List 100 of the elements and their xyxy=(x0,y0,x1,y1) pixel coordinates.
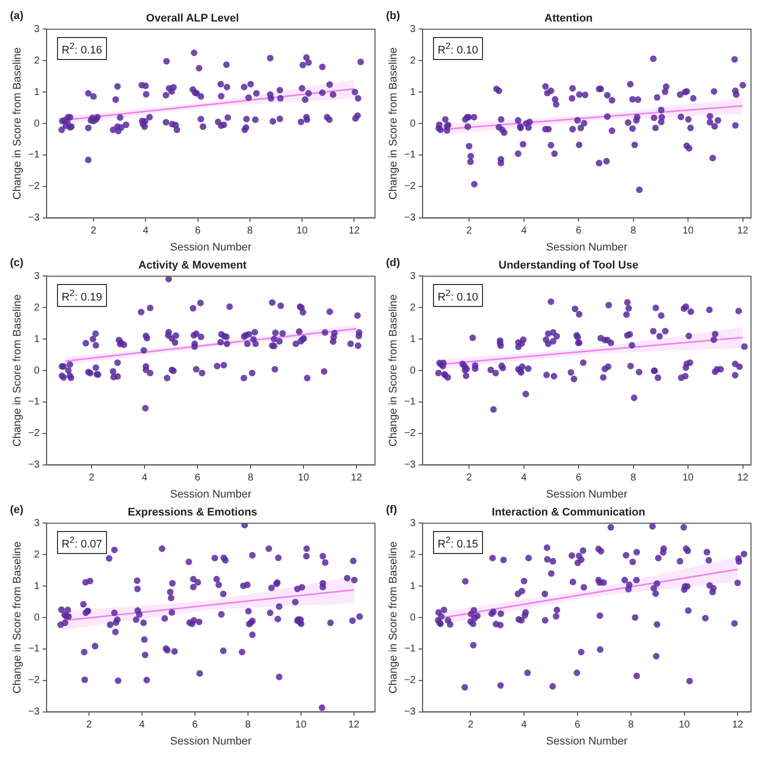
text: (b) xyxy=(386,10,400,23)
y-tick-label: 0 xyxy=(410,118,416,130)
y-tick-label: 2 xyxy=(34,302,40,314)
y-tick-label: −1 xyxy=(404,150,416,161)
y-tick-label: 0 xyxy=(410,365,416,376)
x-axis-title: Session Number xyxy=(170,488,252,500)
x-tick-label: 12 xyxy=(737,226,749,237)
x-tick-label: 8 xyxy=(630,226,637,237)
y-tick-label: 3 xyxy=(34,518,40,529)
y-tick-label: −1 xyxy=(28,150,40,161)
y-tick-label: −2 xyxy=(28,181,40,192)
annotation: R$^{2}$: 0.19 xyxy=(56,284,108,307)
y-tick-label: 2 xyxy=(410,302,416,314)
y-tick-label: 0 xyxy=(410,612,416,624)
x-tick-label: 2 xyxy=(468,720,474,731)
x-tick-label: 10 xyxy=(298,472,310,484)
chart-title: Expressions & Emotions xyxy=(128,506,258,519)
y-tick-label: 0 xyxy=(34,365,40,376)
y-tick-label: −3 xyxy=(28,706,40,718)
y-tick-label: 1 xyxy=(410,580,416,592)
x-axis-title: Session Number xyxy=(546,735,628,748)
y-tick-label: −2 xyxy=(28,675,40,686)
x-axis-title: Session Number xyxy=(170,241,252,254)
x-tick-label: 6 xyxy=(576,472,582,484)
x-tick-label: 10 xyxy=(296,226,308,237)
x-tick-label: 4 xyxy=(139,720,146,731)
x-tick-label: 8 xyxy=(630,472,637,484)
y-tick-label: −2 xyxy=(404,181,416,192)
x-tick-label: 4 xyxy=(521,720,528,731)
text: (d) xyxy=(386,257,400,270)
y-tick-label: 1 xyxy=(410,334,416,345)
y-tick-label: −3 xyxy=(404,706,416,718)
x-tick-label: 2 xyxy=(88,472,95,484)
chart-title: Activity & Movement xyxy=(138,260,247,272)
chart-title: Interaction & Communication xyxy=(492,506,646,519)
x-tick-label: 6 xyxy=(192,720,198,731)
annotation: R$^{2}$: 0.16 xyxy=(56,37,108,60)
x-tick-label: 4 xyxy=(521,226,528,237)
x-tick-label: 2 xyxy=(90,226,97,237)
x-tick-label: 2 xyxy=(86,720,92,731)
x-tick-label: 12 xyxy=(348,720,360,731)
x-tick-label: 8 xyxy=(628,720,634,731)
y-tick-label: 3 xyxy=(34,270,40,282)
y-tick-label: −3 xyxy=(404,212,416,224)
y-tick-label: 2 xyxy=(34,549,40,560)
x-tick-label: 8 xyxy=(247,226,254,237)
y-axis-title: Change in Score from Baseline xyxy=(12,541,24,694)
x-tick-label: 2 xyxy=(466,472,472,484)
x-tick-label: 4 xyxy=(142,472,148,484)
y-tick-label: 3 xyxy=(410,518,416,529)
y-tick-label: 1 xyxy=(34,580,40,592)
annotation: R$^{2}$: 0.10 xyxy=(432,284,484,307)
x-tick-label: 6 xyxy=(576,226,582,237)
text: (c) xyxy=(10,257,24,270)
text: (f) xyxy=(386,504,397,517)
x-tick-label: 12 xyxy=(737,472,749,484)
text: (e) xyxy=(10,504,24,517)
x-tick-label: 8 xyxy=(245,720,252,731)
y-tick-label: 1 xyxy=(410,86,416,98)
x-axis-title: Session Number xyxy=(546,488,628,500)
x-tick-label: 2 xyxy=(466,226,472,237)
text: (a) xyxy=(10,10,24,23)
annotation: R$^{2}$: 0.10 xyxy=(432,37,484,60)
x-tick-label: 6 xyxy=(574,720,581,731)
x-tick-label: 4 xyxy=(142,226,149,237)
chart-title: Overall ALP Level xyxy=(146,12,239,25)
y-tick-label: −1 xyxy=(404,396,416,408)
y-tick-label: −3 xyxy=(28,212,40,224)
y-tick-label: −3 xyxy=(404,460,416,471)
y-axis-title: Change in Score from Baseline xyxy=(388,541,400,694)
y-tick-label: 0 xyxy=(34,612,40,624)
chart-title: Understanding of Tool Use xyxy=(498,260,638,272)
x-tick-label: 10 xyxy=(682,226,694,237)
x-tick-label: 8 xyxy=(248,472,254,484)
y-tick-label: −3 xyxy=(28,460,40,471)
x-tick-label: 12 xyxy=(350,472,362,484)
y-tick-label: −2 xyxy=(28,428,40,440)
y-tick-label: 2 xyxy=(34,55,40,66)
x-axis-title: Session Number xyxy=(546,241,628,254)
x-tick-label: 4 xyxy=(521,472,528,484)
y-tick-label: −2 xyxy=(404,428,416,440)
x-tick-label: 10 xyxy=(682,472,694,484)
y-tick-label: 3 xyxy=(34,24,40,35)
x-tick-label: 10 xyxy=(678,720,690,731)
y-tick-label: 0 xyxy=(34,118,40,130)
y-axis-title: Change in Score from Baseline xyxy=(12,294,24,447)
x-axis-title: Session Number xyxy=(170,735,252,748)
y-tick-label: 3 xyxy=(410,24,416,35)
y-tick-label: −1 xyxy=(28,396,40,408)
annotation: R$^{2}$: 0.15 xyxy=(432,531,484,554)
chart-title: Attention xyxy=(544,12,593,25)
x-tick-label: 6 xyxy=(194,226,201,237)
y-axis-title: Change in Score from Baseline xyxy=(12,47,24,200)
y-tick-label: −1 xyxy=(404,644,416,655)
x-tick-label: 12 xyxy=(348,226,360,237)
annotation: R$^{2}$: 0.07 xyxy=(56,531,108,554)
y-tick-label: 1 xyxy=(34,334,40,345)
y-axis-title: Change in Score from Baseline xyxy=(388,47,400,200)
x-tick-label: 6 xyxy=(194,472,201,484)
y-tick-label: −1 xyxy=(28,644,40,655)
